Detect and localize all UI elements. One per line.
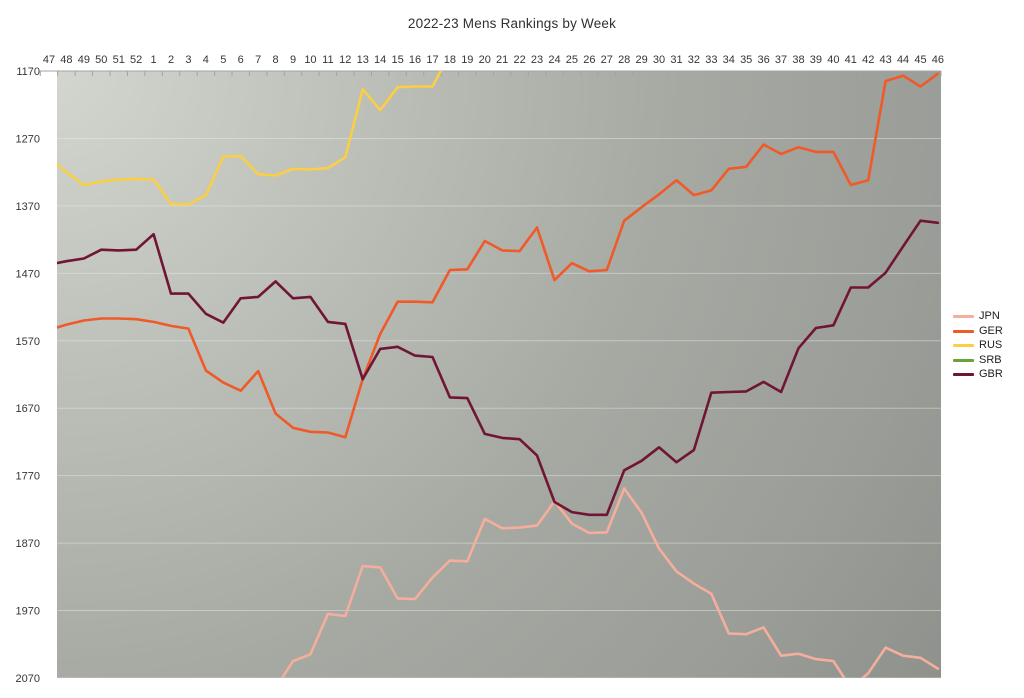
x-axis-label: 1 (151, 54, 157, 66)
y-axis-label: 1370 (16, 201, 40, 213)
x-axis-label: 18 (444, 54, 456, 66)
y-axis-label: 1970 (16, 606, 40, 618)
y-axis-label: 1670 (16, 403, 40, 415)
x-axis-label: 23 (531, 54, 543, 66)
x-axis-label: 40 (827, 54, 839, 66)
y-axis-label: 1470 (16, 268, 40, 280)
x-axis-label: 29 (635, 54, 647, 66)
legend-swatch-gbr-icon (953, 373, 974, 377)
x-axis-label: 7 (255, 54, 261, 66)
x-axis-label: 34 (723, 54, 735, 66)
x-axis-label: 41 (845, 54, 857, 66)
series-lines (57, 71, 940, 678)
x-axis-label: 4 (203, 54, 209, 66)
legend-swatch-jpn-icon (953, 315, 974, 319)
x-axis-label: 24 (548, 54, 560, 66)
x-axis-label: 38 (792, 54, 804, 66)
gridlines (57, 137, 941, 679)
x-axis-label: 44 (897, 54, 909, 66)
x-axis-label: 14 (374, 54, 386, 66)
x-axis-label: 32 (688, 54, 700, 66)
plot-area (57, 71, 941, 678)
x-axis-label: 17 (426, 54, 438, 66)
y-axis-label: 2070 (16, 673, 40, 685)
x-axis-label: 39 (810, 54, 822, 66)
legend-entry-gbr: GBR (953, 369, 1003, 381)
x-axis-label: 47 (43, 54, 55, 66)
series-line-jpn (280, 487, 940, 678)
legend-entry-jpn: JPN (953, 311, 1003, 323)
x-axis-label: 9 (290, 54, 296, 66)
x-axis-label: 35 (740, 54, 752, 66)
series-line-ger (57, 72, 940, 439)
legend-label-jpn: JPN (979, 310, 1000, 323)
x-axis-label: 48 (60, 54, 72, 66)
x-axis-label: 19 (461, 54, 473, 66)
y-axis-label: 1270 (16, 133, 40, 145)
legend-label-ger: GER (979, 324, 1003, 337)
x-axis-label: 46 (932, 54, 944, 66)
x-axis-label: 51 (113, 54, 125, 66)
y-axis-label: 1570 (16, 336, 40, 348)
x-axis-label: 42 (862, 54, 874, 66)
x-axis-label: 20 (479, 54, 491, 66)
x-axis-label: 5 (220, 54, 226, 66)
legend-swatch-ger-icon (953, 329, 974, 333)
x-axis-label: 26 (583, 54, 595, 66)
y-axis-label: 1770 (16, 471, 40, 483)
x-axis-label: 8 (273, 54, 279, 66)
x-axis-label: 45 (914, 54, 926, 66)
y-axis-label: 1870 (16, 538, 40, 550)
x-axis-label: 27 (601, 54, 613, 66)
x-axis-label: 25 (566, 54, 578, 66)
x-axis-label: 36 (758, 54, 770, 66)
legend-entry-rus: RUS (953, 340, 1003, 352)
x-axis-label: 37 (775, 54, 787, 66)
legend-label-gbr: GBR (979, 368, 1003, 381)
x-axis-label: 21 (496, 54, 508, 66)
x-axis-label: 13 (357, 54, 369, 66)
x-axis-label: 30 (653, 54, 665, 66)
x-axis-label: 33 (705, 54, 717, 66)
x-axis-label: 3 (185, 54, 191, 66)
legend: JPN GER RUS SRB GBR (953, 311, 1003, 381)
series-line-gbr (57, 219, 940, 517)
x-axis-label: 43 (880, 54, 892, 66)
x-axis-label: 22 (513, 54, 525, 66)
y-axis-labels: 1170 1270 1370 1470 1570 1670 1770 1870 1970 2070 (16, 66, 40, 685)
x-axis-label: 15 (391, 54, 403, 66)
x-axis-label: 16 (409, 54, 421, 66)
series-line-rus (57, 71, 443, 206)
x-axis-label: 52 (130, 54, 142, 66)
chart-title: 2022-23 Mens Rankings by Week (407, 16, 617, 31)
legend-label-rus: RUS (979, 339, 1003, 352)
x-axis-label: 2 (168, 54, 174, 66)
x-axis-label: 6 (238, 54, 244, 66)
x-axis-label: 31 (670, 54, 682, 66)
x-axis-label: 50 (95, 54, 107, 66)
legend-swatch-rus-icon (953, 344, 974, 348)
x-axis-label: 12 (339, 54, 351, 66)
legend-entry-ger: GER (953, 324, 1003, 338)
legend-swatch-srb-icon (953, 358, 974, 362)
legend-entry-srb: SRB (953, 353, 1003, 367)
x-axis-label: 49 (78, 54, 90, 66)
y-axis-label: 1170 (16, 66, 40, 78)
x-axis (39, 70, 942, 76)
legend-label-srb: SRB (979, 353, 1002, 366)
x-axis-label: 28 (618, 54, 630, 66)
x-axis-labels: 47 48 49 50 51 52 1 2 3 4 5 6 7 8 9 10 11 12 13 14 15 16 17 18 1… (43, 54, 944, 66)
x-axis-label: 11 (322, 54, 333, 66)
x-axis-label: 10 (304, 54, 316, 66)
